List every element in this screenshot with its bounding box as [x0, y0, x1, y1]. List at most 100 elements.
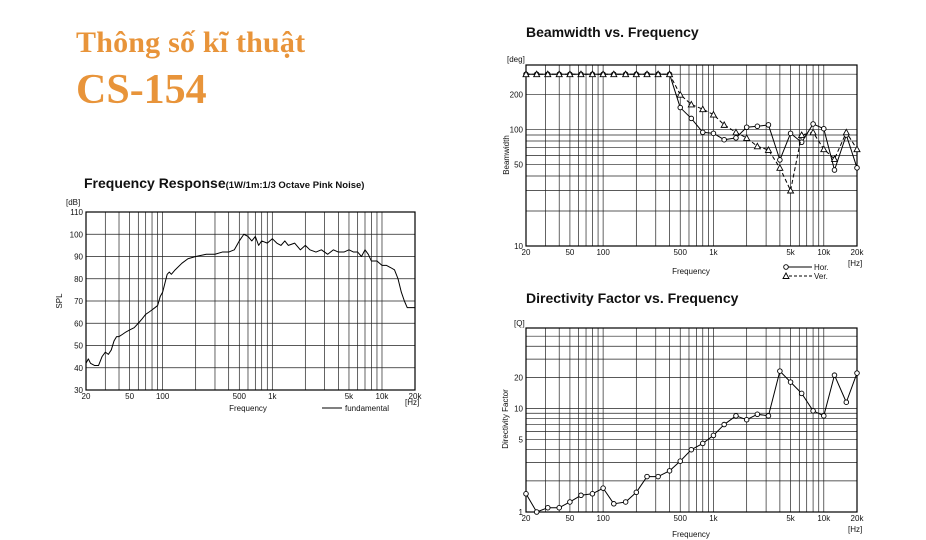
beam-grid: [525, 65, 858, 247]
beam-series-0-point: [810, 121, 816, 127]
dir-title: Directivity Factor vs. Frequency: [526, 290, 739, 306]
beam-series-0-point: [733, 135, 739, 141]
dir-series-0-point: [611, 501, 617, 507]
beam-x-label: Frequency: [672, 267, 710, 276]
beam-series-1-point: [643, 70, 651, 78]
freq-x-tick-label: 500: [233, 392, 247, 401]
beam-legend-ver-marker: [782, 272, 790, 279]
dir-y-tick-label: 20: [514, 373, 523, 382]
beam-series-1-point: [676, 90, 684, 98]
beam-series-1-point: [621, 70, 630, 78]
beam-y-tick-label: 10: [514, 242, 523, 251]
beam-series-1-point: [555, 70, 563, 78]
beam-series-1-point: [544, 70, 552, 78]
beam-x-tick-label: 10k: [817, 248, 831, 257]
beam-series-1-point: [577, 70, 585, 78]
dir-series-0-point: [622, 499, 629, 505]
dir-series-0-point: [523, 491, 529, 497]
beam-series-0-point: [821, 125, 827, 132]
dir-plot-frame: [525, 327, 858, 513]
dir-series-0-point: [821, 413, 827, 419]
dir-series-0-point: [777, 368, 783, 374]
beam-x-tick-label: 5k: [786, 248, 795, 257]
dir-x-tick-label: 500: [674, 514, 688, 523]
beam-series-0-point: [743, 124, 750, 130]
freq-y-tick-label: 80: [74, 275, 83, 284]
beam-x-tick-label: 100: [596, 248, 610, 257]
freq-y-tick-label: 60: [74, 319, 83, 328]
dir-series-0-point: [533, 509, 540, 515]
dir-series-0-point: [765, 413, 772, 419]
freq-series-0-line: [85, 233, 415, 367]
dir-y-tick-label: 1: [519, 508, 524, 517]
dir-series-0-point: [688, 446, 695, 453]
dir-y-label: Directivity Factor: [501, 389, 510, 449]
beam-x-tick-label: 1k: [709, 248, 718, 257]
freq-x-tick-label: 1k: [268, 392, 277, 401]
beam-x-unit: [Hz]: [848, 259, 862, 268]
beam-series-0-point: [677, 104, 683, 111]
directivity-chart: Directivity Factor vs. Frequency [Q] [Hz…: [501, 290, 864, 539]
dir-x-unit: [Hz]: [848, 525, 862, 534]
freq-x-tick-label: 20: [82, 392, 91, 401]
dir-series-0-point: [798, 390, 805, 397]
beam-series-1-point: [532, 70, 541, 78]
dir-series-0-point: [677, 458, 683, 464]
beam-series-1-point: [699, 105, 707, 113]
freq-x-tick-label: 20k: [409, 392, 423, 401]
beam-legend: Hor. Ver.: [782, 263, 829, 281]
beam-series-1-point: [522, 70, 530, 78]
dir-grid: [525, 327, 858, 513]
dir-series-0-point: [721, 421, 727, 428]
beam-series-0-point: [831, 167, 838, 173]
beam-y-tick-label: 100: [510, 126, 524, 135]
beam-series-0-point: [754, 123, 761, 130]
dir-series-0-point: [545, 504, 551, 511]
beam-x-tick-label: 20: [522, 248, 531, 257]
beam-y-label: Beamwidth: [502, 135, 511, 175]
beam-y-unit: [deg]: [507, 55, 525, 64]
beam-legend-hor-marker: [783, 264, 789, 270]
dir-series-0-point: [754, 411, 761, 418]
freq-y-tick-label: 70: [74, 297, 83, 306]
dir-series-0-line: [525, 370, 858, 513]
beam-x-tick-label: 50: [565, 248, 574, 257]
dir-series-0-point: [589, 491, 596, 497]
dir-series-0-point: [843, 399, 850, 405]
beam-series-1-point: [566, 70, 574, 78]
freq-plot-frame: [85, 211, 416, 391]
beam-legend-ver-label: Ver.: [814, 272, 828, 281]
beam-series-0-point: [854, 165, 860, 171]
freq-y-tick-label: 90: [74, 253, 83, 262]
dir-series-0-point: [567, 499, 573, 505]
dir-series-0-point: [733, 413, 739, 419]
beam-series-0-point: [787, 130, 794, 137]
dir-series-0-point: [578, 492, 584, 499]
freq-x-tick-label: 100: [156, 392, 170, 401]
dir-series-0-point: [666, 468, 673, 474]
beam-series-1-point: [797, 131, 806, 138]
beam-series-0-point: [798, 139, 805, 145]
beam-series-0-point: [710, 130, 717, 137]
beam-series-1-point: [809, 128, 817, 136]
beam-x-tick-label: 500: [674, 248, 688, 257]
beam-series-1-point: [654, 70, 662, 78]
dir-x-tick-label: 5k: [786, 514, 795, 523]
dir-series-0-point: [644, 473, 650, 480]
freq-y-tick-label: 40: [74, 364, 83, 373]
beam-series-1-point: [842, 128, 851, 136]
beam-series-1-point: [720, 120, 728, 128]
beam-series-0-point: [765, 122, 772, 128]
freq-y-tick-label: 50: [74, 342, 83, 351]
dir-series-0-point: [633, 489, 640, 496]
beam-series-1-point: [709, 110, 718, 118]
freq-x-label: Frequency: [229, 404, 267, 413]
dir-series-0-point: [787, 379, 794, 385]
beam-x-tick-label: 20k: [851, 248, 865, 257]
freq-y-tick-label: 110: [70, 208, 83, 217]
dir-series-0-point: [831, 372, 838, 378]
beam-series-0-point: [777, 157, 783, 163]
beam-series-1-point: [665, 70, 674, 78]
beam-series-1-point: [820, 145, 828, 153]
